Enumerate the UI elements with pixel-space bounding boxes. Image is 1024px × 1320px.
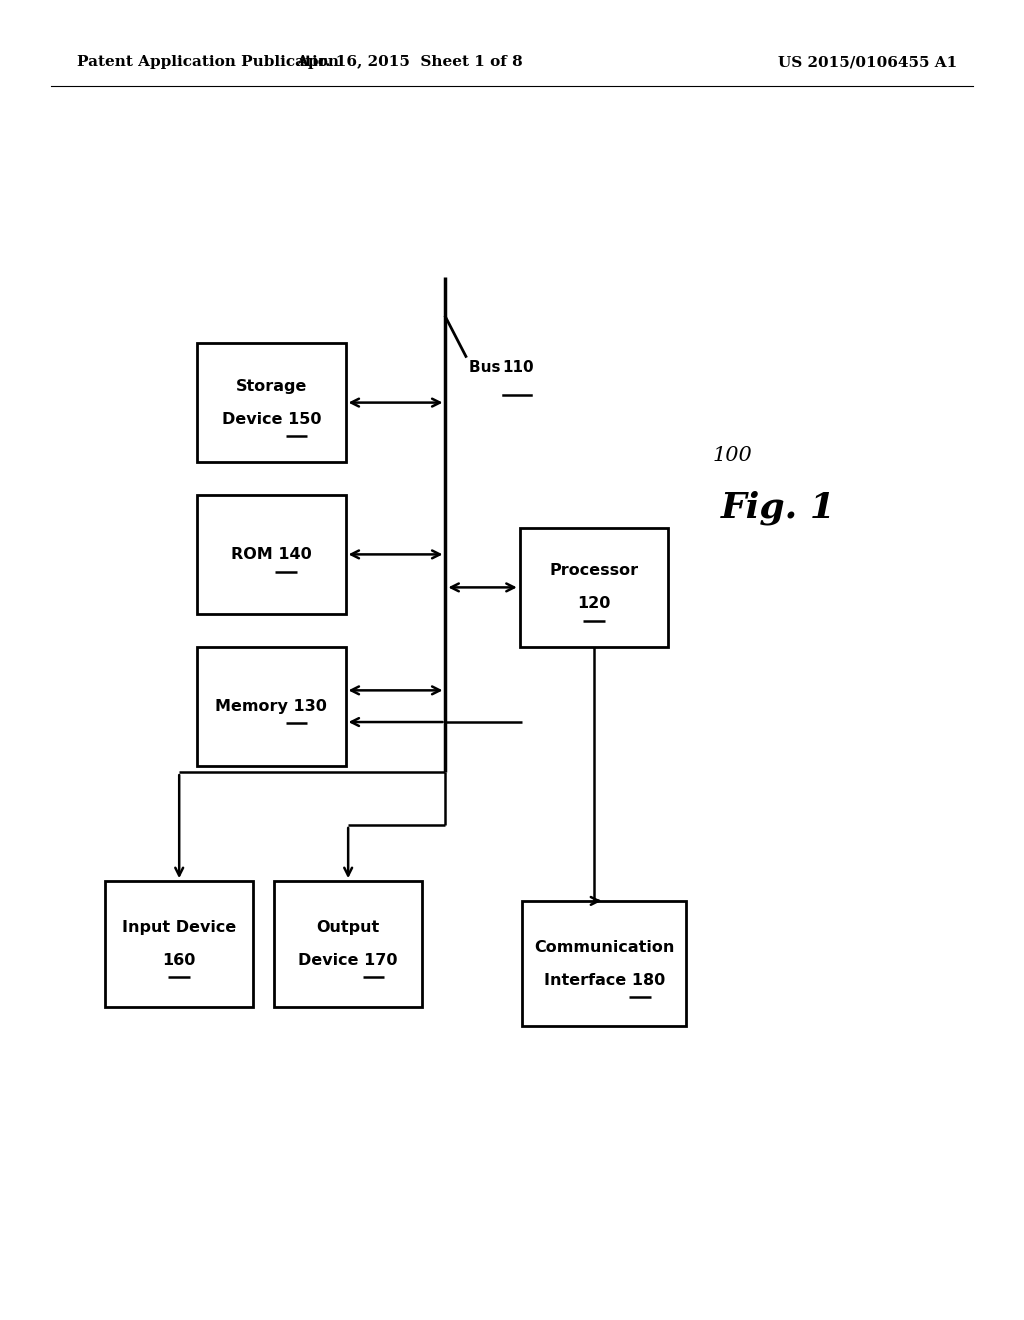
Text: Bus: Bus <box>469 360 506 375</box>
Text: Storage: Storage <box>236 379 307 393</box>
Text: Input Device: Input Device <box>122 920 237 935</box>
Text: 110: 110 <box>503 360 535 375</box>
Text: Patent Application Publication: Patent Application Publication <box>77 55 339 69</box>
Bar <box>522 900 686 1027</box>
Bar <box>197 647 346 766</box>
Text: Fig. 1: Fig. 1 <box>721 491 836 525</box>
Text: 120: 120 <box>578 597 610 611</box>
Bar <box>104 882 254 1006</box>
Text: Communication: Communication <box>534 940 675 954</box>
Bar <box>197 343 346 462</box>
Text: Processor: Processor <box>549 564 639 578</box>
Text: 160: 160 <box>163 953 196 968</box>
Text: Device 150: Device 150 <box>221 412 322 426</box>
Text: Interface 180: Interface 180 <box>544 973 665 987</box>
Text: ROM 140: ROM 140 <box>231 546 311 562</box>
Text: Device 170: Device 170 <box>298 953 398 968</box>
Text: 100: 100 <box>713 446 752 465</box>
Bar <box>274 882 422 1006</box>
Bar <box>519 528 668 647</box>
Bar <box>197 495 346 614</box>
Text: US 2015/0106455 A1: US 2015/0106455 A1 <box>778 55 957 69</box>
Text: Apr. 16, 2015  Sheet 1 of 8: Apr. 16, 2015 Sheet 1 of 8 <box>296 55 523 69</box>
Text: Memory 130: Memory 130 <box>215 698 328 714</box>
Text: Output: Output <box>316 920 380 935</box>
